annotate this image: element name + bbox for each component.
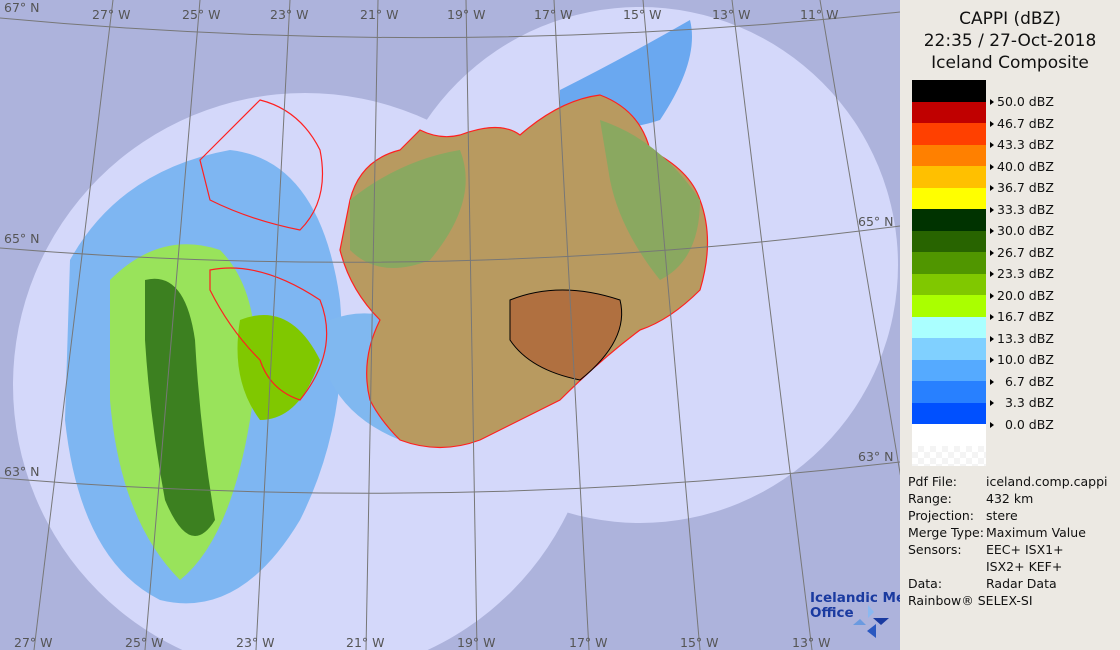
lon-label: 27° W bbox=[92, 7, 131, 22]
legend-swatch bbox=[912, 381, 986, 403]
info-key: Range: bbox=[908, 491, 952, 506]
legend-label: 50.0 dBZ bbox=[990, 94, 1054, 109]
product-name: CAPPI (dBZ) bbox=[959, 9, 1061, 29]
lon-label: 23° W bbox=[236, 635, 275, 650]
legend-swatch bbox=[912, 230, 986, 252]
footer-credit: Rainbow® SELEX-SI bbox=[908, 593, 1033, 608]
radar-map[interactable]: 27° W 25° W 23° W 21° W 19° W 17° W 15° … bbox=[0, 0, 900, 650]
legend-swatch bbox=[912, 402, 986, 424]
legend-panel: CAPPI (dBZ) 22:35 / 27-Oct-2018 Iceland … bbox=[900, 0, 1120, 650]
legend-label: 46.7 dBZ bbox=[990, 116, 1054, 131]
info-row: Projection: stere bbox=[908, 507, 1107, 524]
legend-swatch bbox=[912, 252, 986, 274]
legend-label: 0.0 dBZ bbox=[990, 417, 1054, 432]
lon-label: 15° W bbox=[680, 635, 719, 650]
legend-swatch bbox=[912, 166, 986, 188]
lon-label: 13° W bbox=[792, 635, 831, 650]
info-value: Maximum Value bbox=[986, 525, 1086, 540]
info-row: Data: Radar Data bbox=[908, 575, 1107, 592]
info-row: ISX2+ KEF+ bbox=[908, 558, 1107, 575]
info-row: Pdf File: iceland.comp.cappi bbox=[908, 473, 1107, 490]
svg-text:Icelandic Met: Icelandic Met bbox=[810, 590, 900, 606]
legend-label: 36.7 dBZ bbox=[990, 180, 1054, 195]
legend-swatch bbox=[912, 187, 986, 209]
graticule bbox=[0, 0, 900, 650]
legend-label: 16.7 dBZ bbox=[990, 309, 1054, 324]
legend-nodata-swatch bbox=[912, 445, 986, 466]
iceland-land bbox=[199, 94, 709, 449]
info-value: iceland.comp.cappi bbox=[986, 474, 1108, 489]
info-key: Data: bbox=[908, 576, 943, 591]
legend-swatch bbox=[912, 316, 986, 338]
info-value: ISX2+ KEF+ bbox=[986, 559, 1063, 574]
site-name: Iceland Composite bbox=[931, 53, 1089, 73]
legend-swatch bbox=[912, 359, 986, 381]
lat-label: 63° N bbox=[858, 449, 893, 464]
svg-text:Office: Office bbox=[810, 605, 854, 621]
lon-label: 17° W bbox=[534, 7, 573, 22]
legend-label: 13.3 dBZ bbox=[990, 331, 1054, 346]
legend-swatch bbox=[912, 209, 986, 231]
product-info: Pdf File: iceland.comp.cappi Range: 432 km P… bbox=[908, 473, 1107, 592]
lon-label: 11° W bbox=[800, 7, 839, 22]
legend-label: 6.7 dBZ bbox=[990, 374, 1054, 389]
info-row: Sensors: EEC+ ISX1+ bbox=[908, 541, 1107, 558]
legend-label: 23.3 dBZ bbox=[990, 266, 1054, 281]
legend-label: 33.3 dBZ bbox=[990, 202, 1054, 217]
lat-label: 67° N bbox=[4, 0, 39, 15]
legend-swatch bbox=[912, 144, 986, 166]
legend-label: 40.0 dBZ bbox=[990, 159, 1054, 174]
legend-swatch bbox=[912, 123, 986, 145]
info-key: Merge Type: bbox=[908, 525, 984, 540]
legend-label: 43.3 dBZ bbox=[990, 137, 1054, 152]
lat-label: 65° N bbox=[4, 231, 39, 246]
info-value: 432 km bbox=[986, 491, 1034, 506]
legend-swatch bbox=[912, 101, 986, 123]
legend-label: 26.7 dBZ bbox=[990, 245, 1054, 260]
lat-label: 65° N bbox=[858, 214, 893, 229]
info-key: Projection: bbox=[908, 508, 975, 523]
info-key: Pdf File: bbox=[908, 474, 957, 489]
legend-title: CAPPI (dBZ) 22:35 / 27-Oct-2018 Iceland … bbox=[900, 8, 1120, 74]
info-key bbox=[908, 558, 986, 575]
lon-label: 19° W bbox=[457, 635, 496, 650]
lon-label: 25° W bbox=[125, 635, 164, 650]
lon-label: 27° W bbox=[14, 635, 53, 650]
lon-label: 15° W bbox=[623, 7, 662, 22]
info-row: Merge Type: Maximum Value bbox=[908, 524, 1107, 541]
lon-label: 23° W bbox=[270, 7, 309, 22]
lon-label: 19° W bbox=[447, 7, 486, 22]
info-row: Range: 432 km bbox=[908, 490, 1107, 507]
legend-swatch bbox=[912, 80, 986, 102]
legend-swatch bbox=[912, 295, 986, 317]
lon-label: 21° W bbox=[360, 7, 399, 22]
legend-label: 20.0 dBZ bbox=[990, 288, 1054, 303]
imo-logo: Icelandic Met Office bbox=[810, 590, 900, 638]
lon-label: 17° W bbox=[569, 635, 608, 650]
timestamp: 22:35 / 27-Oct-2018 bbox=[923, 31, 1097, 51]
lon-label: 13° W bbox=[712, 7, 751, 22]
info-value: EEC+ ISX1+ bbox=[986, 542, 1064, 557]
legend-label: 30.0 dBZ bbox=[990, 223, 1054, 238]
legend-label: 10.0 dBZ bbox=[990, 352, 1054, 367]
lon-label: 21° W bbox=[346, 635, 385, 650]
legend-swatch bbox=[912, 338, 986, 360]
lat-label: 63° N bbox=[4, 464, 39, 479]
info-key: Sensors: bbox=[908, 542, 962, 557]
graticule-labels: 27° W 25° W 23° W 21° W 19° W 17° W 15° … bbox=[4, 0, 893, 650]
legend-swatch bbox=[912, 424, 986, 446]
info-value: stere bbox=[986, 508, 1018, 523]
info-value: Radar Data bbox=[986, 576, 1057, 591]
lon-label: 25° W bbox=[182, 7, 221, 22]
legend-label: 3.3 dBZ bbox=[990, 395, 1054, 410]
legend-swatch bbox=[912, 273, 986, 295]
